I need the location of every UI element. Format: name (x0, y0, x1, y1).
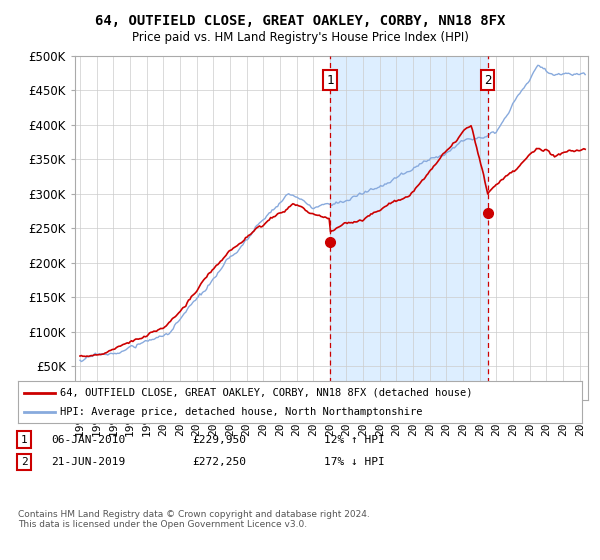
Text: 2: 2 (484, 73, 491, 87)
Text: 06-JAN-2010: 06-JAN-2010 (51, 435, 125, 445)
Text: 12% ↑ HPI: 12% ↑ HPI (324, 435, 385, 445)
Text: HPI: Average price, detached house, North Northamptonshire: HPI: Average price, detached house, Nort… (60, 407, 423, 417)
Text: 17% ↓ HPI: 17% ↓ HPI (324, 457, 385, 467)
Text: 21-JUN-2019: 21-JUN-2019 (51, 457, 125, 467)
Text: 1: 1 (20, 435, 28, 445)
Text: 64, OUTFIELD CLOSE, GREAT OAKLEY, CORBY, NN18 8FX: 64, OUTFIELD CLOSE, GREAT OAKLEY, CORBY,… (95, 14, 505, 28)
Text: Contains HM Land Registry data © Crown copyright and database right 2024.
This d: Contains HM Land Registry data © Crown c… (18, 510, 370, 529)
Text: 1: 1 (326, 73, 334, 87)
Text: £272,250: £272,250 (192, 457, 246, 467)
Text: £229,950: £229,950 (192, 435, 246, 445)
Text: 2: 2 (20, 457, 28, 467)
Text: Price paid vs. HM Land Registry's House Price Index (HPI): Price paid vs. HM Land Registry's House … (131, 31, 469, 44)
Text: 64, OUTFIELD CLOSE, GREAT OAKLEY, CORBY, NN18 8FX (detached house): 64, OUTFIELD CLOSE, GREAT OAKLEY, CORBY,… (60, 388, 473, 398)
Bar (330, 56, 488, 400)
